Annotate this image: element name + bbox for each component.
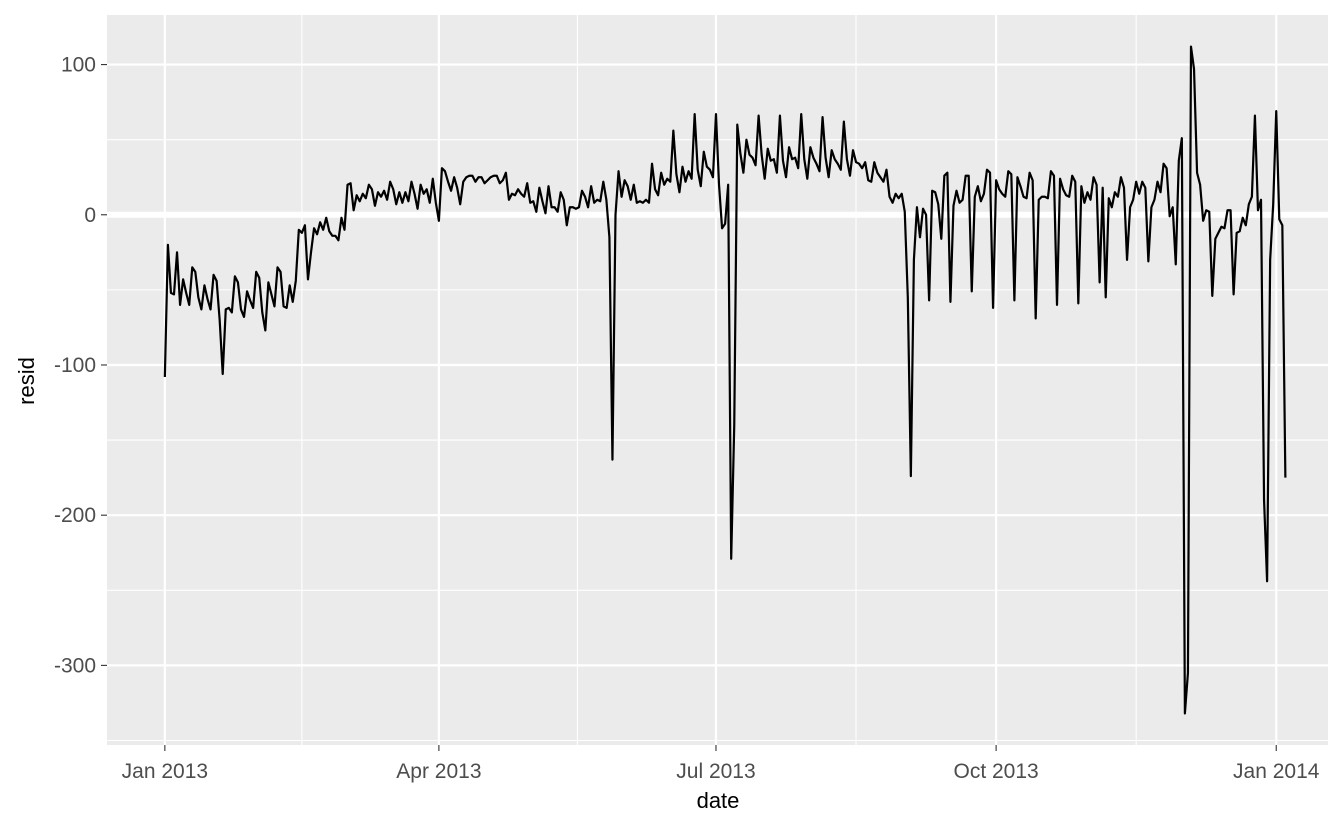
minor-gridlines (107, 15, 1328, 745)
y-tick-label: 0 (84, 204, 96, 227)
x-tick-label: Oct 2013 (953, 760, 1038, 783)
x-tick-label: Jan 2014 (1233, 760, 1320, 783)
y-axis: 100 0 -100 -200 -300 (54, 54, 107, 677)
resid-series-line (163, 45, 1287, 715)
y-axis-title: resid (14, 357, 39, 405)
x-tick-label: Jul 2013 (676, 760, 755, 783)
x-axis: Jan 2013 Apr 2013 Jul 2013 Oct 2013 Jan 2014 (122, 745, 1320, 783)
x-tick-label: Jan 2013 (122, 760, 208, 783)
y-tick-label: -200 (54, 504, 96, 527)
x-tick-label: Apr 2013 (396, 760, 481, 783)
y-tick-label: -100 (54, 354, 96, 377)
y-tick-label: 100 (61, 54, 96, 77)
y-tick-label: -300 (54, 654, 96, 677)
x-axis-title: date (697, 788, 740, 813)
